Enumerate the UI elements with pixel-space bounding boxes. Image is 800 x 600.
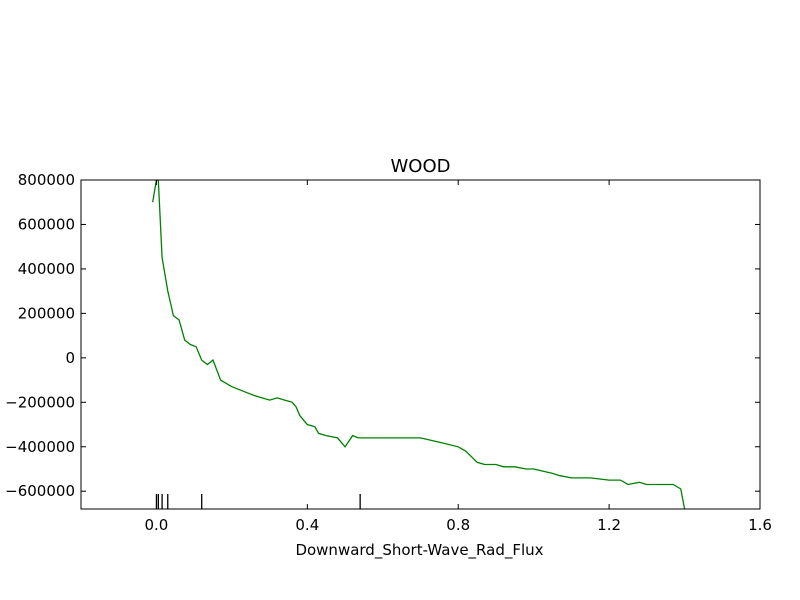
plot-area <box>80 179 761 510</box>
y-tick-label: −400000 <box>5 438 75 456</box>
y-tick-label: −200000 <box>5 393 75 411</box>
y-tick-label: 600000 <box>18 215 75 233</box>
x-tick-label: 0.4 <box>295 516 319 534</box>
plot-frame <box>80 179 761 510</box>
x-tick-label: 0.8 <box>446 516 470 534</box>
x-tick-label: 1.2 <box>597 516 621 534</box>
y-tick-label: −600000 <box>5 482 75 500</box>
series-line-0 <box>152 180 686 509</box>
x-axis-label: Downward_Short-Wave_Rad_Flux <box>295 541 543 560</box>
chart-title: WOOD <box>391 156 451 177</box>
y-tick-label: 200000 <box>18 304 75 322</box>
x-tick-label: 1.6 <box>748 516 772 534</box>
y-tick-label: 400000 <box>18 260 75 278</box>
x-axis: 0.0 0.4 0.8 1.2 1.6 <box>145 180 772 534</box>
x-tick-label: 0.0 <box>145 516 169 534</box>
y-tick-label: 0 <box>65 349 75 367</box>
y-axis: 800000 600000 400000 200000 0 −200000 −400000 −… <box>5 171 760 500</box>
y-tick-label: 800000 <box>18 171 75 189</box>
